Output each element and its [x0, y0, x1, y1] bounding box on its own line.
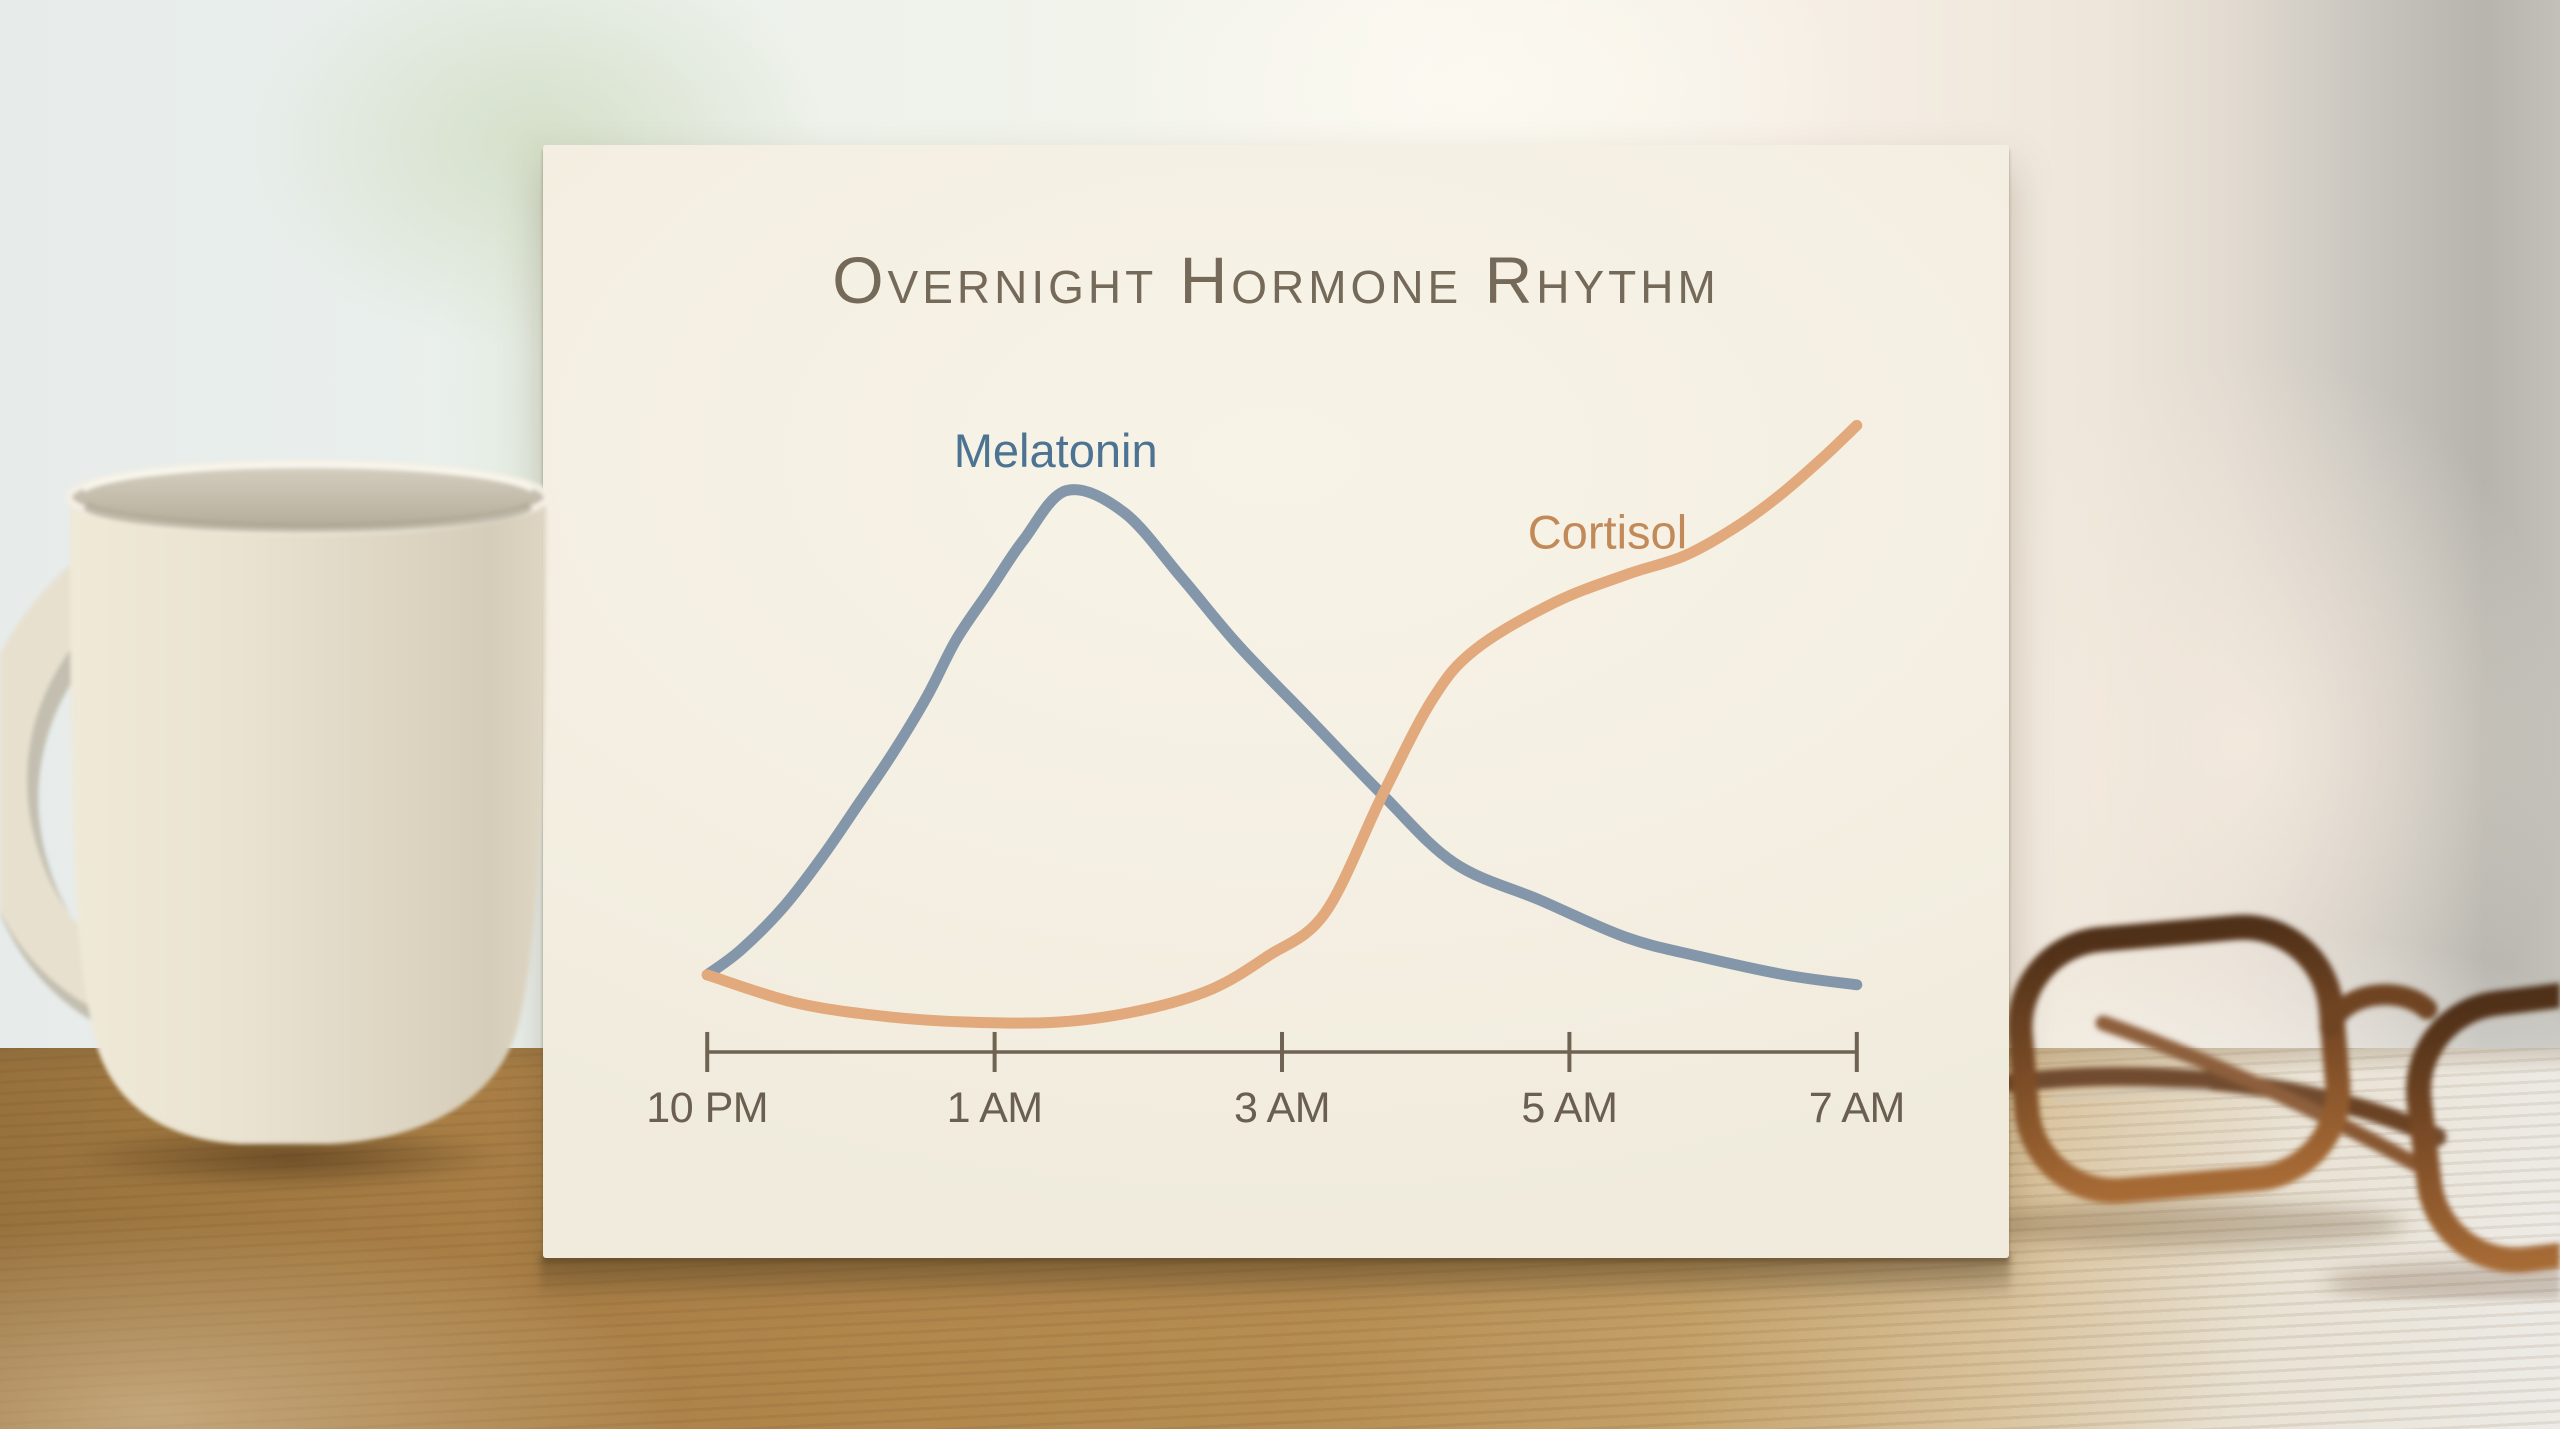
x-tick-label: 10 PM: [646, 1084, 768, 1132]
hormone-line-chart: 10 PM 1 AM 3 AM 5 AM 7 AM Melatonin Cortisol: [646, 419, 1905, 1132]
x-tick-label: 1 AM: [947, 1084, 1043, 1132]
glasses-right-lens: [2406, 971, 2560, 1273]
glasses-temple-arm: [2003, 1067, 2447, 1147]
melatonin-curve: [701, 484, 1863, 991]
coffee-mug: [0, 459, 551, 1144]
reading-glasses: [1985, 914, 2560, 1300]
glasses-hinge-highlight: [2054, 1087, 2211, 1102]
card-shadow: [540, 1254, 2010, 1306]
mug-inner-lip: [83, 502, 533, 533]
chart-title: Overnight Hormone Rhythm: [832, 243, 1720, 317]
mug-rim-highlight: [82, 463, 534, 493]
x-tick-label: 5 AM: [1521, 1084, 1617, 1132]
glasses-left-lens: [2007, 914, 2351, 1204]
chart-card: Overnight Hormone Rhythm 10 PM 1 AM 3 AM 5 …: [543, 145, 2009, 1258]
chart-curves: [701, 419, 1863, 1029]
x-axis: 10 PM 1 AM 3 AM 5 AM 7 AM: [646, 1031, 1905, 1132]
cortisol-curve: [701, 419, 1863, 1029]
x-tick-label: 3 AM: [1234, 1084, 1330, 1132]
mug-body: [70, 500, 546, 1144]
glasses-shadow: [1985, 1203, 2560, 1300]
x-tick-label: 7 AM: [1809, 1084, 1905, 1132]
melatonin-series-label: Melatonin: [954, 424, 1158, 477]
glasses-temple-arm-2: [2095, 1015, 2429, 1175]
cortisol-series-label: Cortisol: [1528, 505, 1687, 558]
glasses-bridge: [2319, 984, 2438, 1038]
